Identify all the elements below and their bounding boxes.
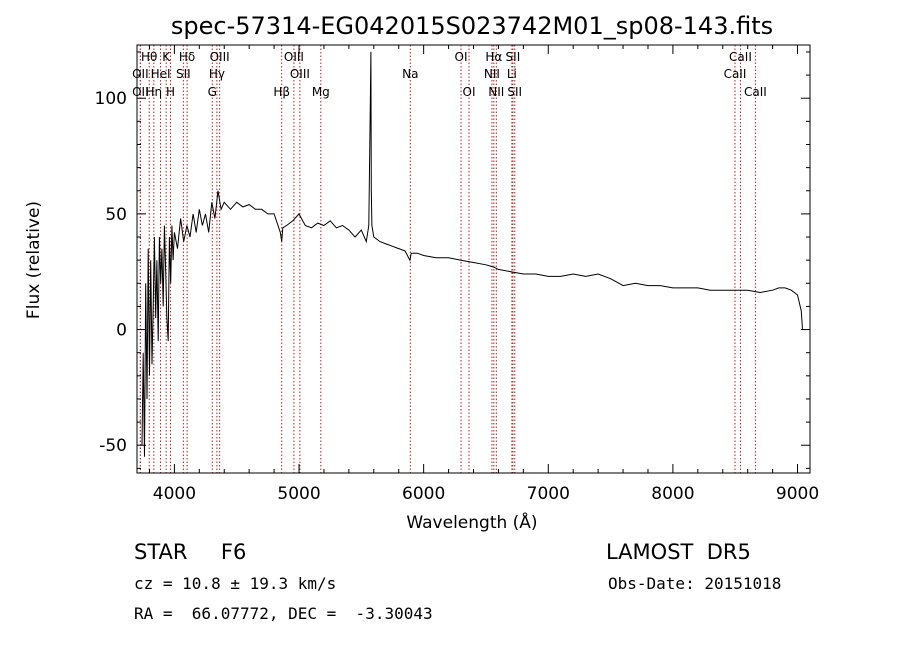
line-annotation-label: OII (132, 67, 149, 81)
x-tick-label: 8000 (651, 484, 694, 504)
line-annotation-label: NII (484, 67, 500, 81)
y-tick-label: -50 (99, 436, 127, 456)
line-annotation-label: Mg (312, 85, 330, 99)
y-tick-label: 50 (105, 205, 127, 225)
line-annotation-label: Hβ (273, 85, 290, 99)
y-tick-label: 100 (95, 89, 127, 109)
line-annotation-label: SII (176, 67, 191, 81)
line-annotation-label: OIII (210, 50, 230, 64)
spectrum-series-0 (141, 51, 803, 457)
survey-name: LAMOST DR5 (606, 540, 751, 564)
line-annotation-label: OI (463, 85, 476, 99)
line-annotation-label: Hγ (209, 67, 225, 81)
line-annotation-label: Hθ (141, 50, 157, 64)
series-layer (141, 51, 803, 457)
line-annotation-label: CaII (744, 85, 767, 99)
line-annotation-label: CaII (729, 50, 752, 64)
y-tick-label: 0 (116, 321, 127, 341)
x-tick-label: 5000 (277, 484, 320, 504)
sky-coordinates: RA = 66.07772, DEC = -3.30043 (134, 604, 433, 623)
line-annotation-label: NII (488, 85, 504, 99)
plot-frame (136, 44, 811, 474)
observation-date: Obs-Date: 20151018 (608, 574, 782, 593)
line-annotation-label: OII (132, 85, 149, 99)
line-annotation-label: SII (507, 85, 522, 99)
line-annotation-label: OI (455, 50, 468, 64)
line-annotation-label: Hη (146, 85, 163, 99)
line-annotation-label: Hα (485, 50, 502, 64)
x-tick-label: 9000 (776, 484, 819, 504)
line-annotation-label: K (162, 50, 171, 64)
line-annotation-label: G (208, 85, 217, 99)
line-annotation-label: Li (507, 67, 517, 81)
line-annotation-label: H (166, 85, 175, 99)
line-annotation-label: HeI (151, 67, 171, 81)
line-annotation-label: OIII (284, 50, 304, 64)
line-annotation-label: OIII (290, 67, 310, 81)
x-tick-label: 7000 (527, 484, 570, 504)
line-annotation-label: Na (402, 67, 418, 81)
redshift-velocity: cz = 10.8 ± 19.3 km/s (134, 574, 337, 593)
line-annotation-label: SII (506, 50, 521, 64)
y-axis-label: Flux (relative) (24, 201, 44, 319)
axes: 4000 5000 6000 7000 8000 9000 -50 0 50 100 (95, 45, 819, 504)
line-annotation-label: CaII (724, 67, 747, 81)
spectral-line-markers (139, 45, 756, 473)
line-annotation-label: Hδ (179, 50, 195, 64)
x-tick-label: 4000 (153, 484, 196, 504)
x-tick-label: 6000 (402, 484, 445, 504)
x-axis-label: Wavelength (Å) (406, 511, 537, 533)
chart-title: spec-57314-EG042015S023742M01_sp08-143.f… (171, 12, 773, 40)
object-class: STAR F6 (134, 540, 247, 564)
